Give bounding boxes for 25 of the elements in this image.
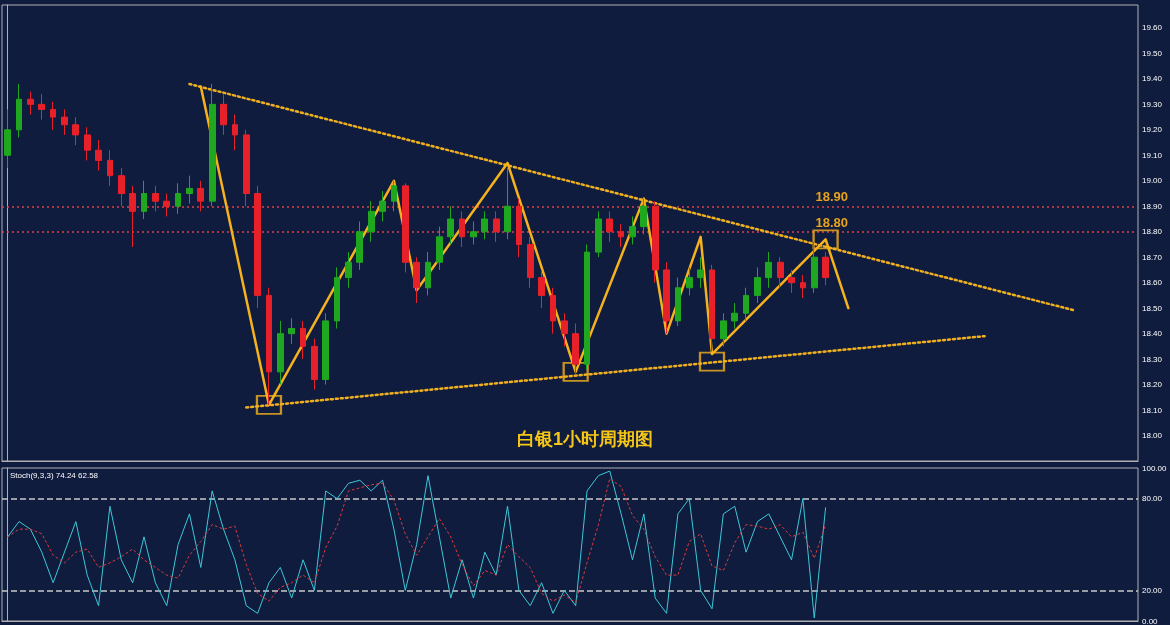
y-tick-label: 18.50 <box>1142 303 1163 313</box>
y-tick-label: 19.10 <box>1142 150 1163 160</box>
y-tick-label: 18.90 <box>1142 201 1163 211</box>
y-tick-label: 20.00 <box>1142 585 1163 595</box>
y-tick-label: 80.00 <box>1142 494 1163 504</box>
y-tick-label: 19.30 <box>1142 99 1163 109</box>
y-tick-label: 18.80 <box>1142 227 1163 237</box>
y-tick-label: 18.30 <box>1142 354 1163 364</box>
y-tick-label: 19.60 <box>1142 23 1163 33</box>
y-tick-label: 18.20 <box>1142 380 1163 390</box>
y-tick-label: 18.60 <box>1142 278 1163 288</box>
ref-line-label: 18.90 <box>815 189 848 205</box>
y-tick-label: 18.40 <box>1142 329 1163 339</box>
y-tick-label: 100.00 <box>1142 463 1168 473</box>
ref-line-label: 18.80 <box>815 214 848 230</box>
y-tick-label: 19.40 <box>1142 74 1163 84</box>
y-tick-label: 18.10 <box>1142 405 1163 415</box>
y-tick-label: 18.00 <box>1142 431 1163 441</box>
annotation: 白银1小时周期图 <box>516 429 654 449</box>
chart-title: Stoch(9,3,3) 74.24 62.58 <box>10 470 99 480</box>
y-tick-label: 19.00 <box>1142 176 1163 186</box>
y-tick-label: 0.00 <box>1142 616 1159 625</box>
y-tick-label: 18.70 <box>1142 252 1163 262</box>
y-tick-label: 19.20 <box>1142 125 1163 135</box>
y-tick-label: 19.50 <box>1142 48 1163 58</box>
